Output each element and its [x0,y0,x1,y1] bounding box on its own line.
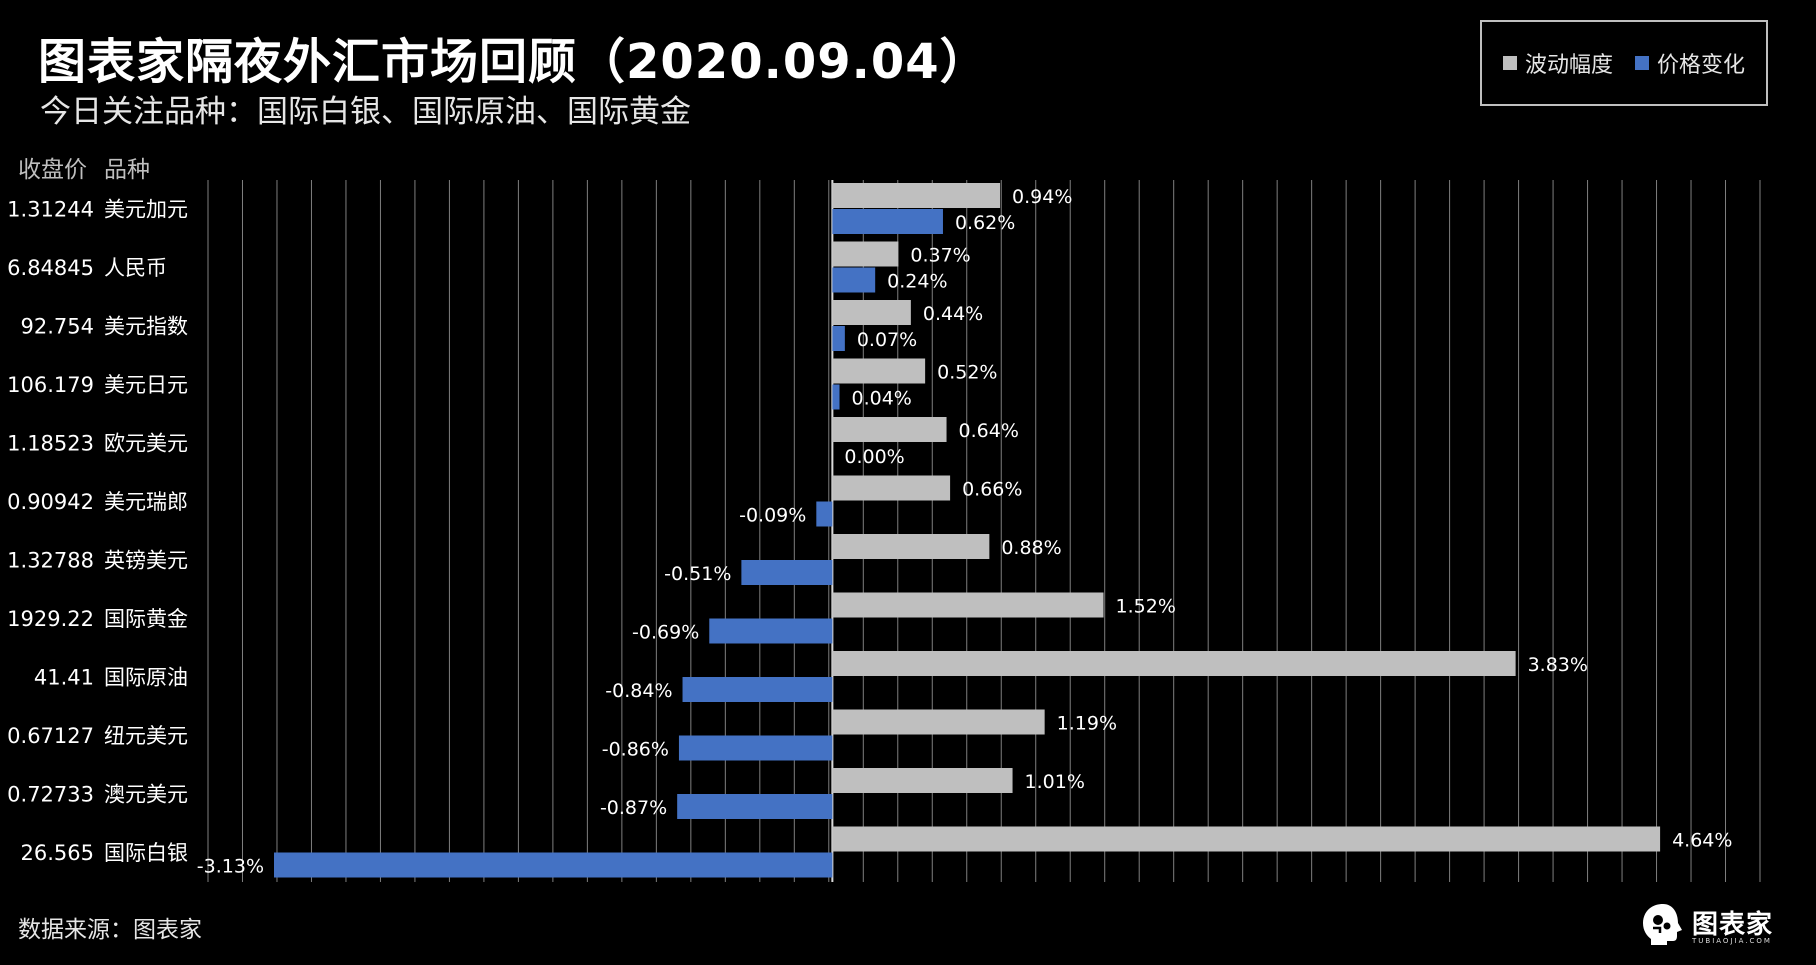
category-label: 欧元美元 [104,431,188,455]
range-bar [832,651,1516,676]
change-bar [832,267,876,293]
brain-head-icon [1643,904,1682,945]
range-value-label: 0.64% [959,420,1019,442]
change-value-label: -0.69% [632,622,699,644]
range-bar [832,358,926,384]
category-label: 人民币 [104,256,167,280]
category-label: 国际黄金 [104,607,188,631]
header-price: 收盘价 [18,157,87,183]
range-value-label: 1.01% [1025,771,1085,793]
change-value-label: -0.84% [605,680,672,702]
change-value-label: -0.09% [739,505,806,527]
close-price-label: 0.72733 [7,782,94,806]
change-value-label: 0.62% [955,212,1015,234]
range-bar [832,241,899,267]
change-bar [832,384,840,410]
range-bar [832,826,1661,852]
category-label: 国际白银 [104,841,188,865]
legend-label-range: 波动幅度 [1524,53,1613,78]
legend-swatch-range [1502,56,1517,70]
legend: 波动幅度 价格变化 [1480,20,1768,106]
change-bar [678,735,833,761]
header-name: 品种 [104,157,150,183]
range-value-label: 4.64% [1672,830,1732,852]
range-value-label: 0.44% [923,303,983,325]
legend-swatch-change [1635,56,1649,70]
close-price-label: 106.179 [7,373,94,397]
data-source: 数据来源：图表家 [18,917,202,943]
range-bar [832,183,1001,208]
logo-wordmark: 图表家 TUBIAOJIA.COM [1692,904,1773,945]
change-bar [832,209,943,234]
range-value-label: 0.88% [1001,537,1061,559]
legend-item-range: 波动幅度 [1502,47,1613,79]
logo-text: 图表家 [1692,909,1774,940]
close-price-label: 0.67127 [7,724,94,748]
range-value-label: 0.94% [1012,186,1072,208]
range-value-label: 1.19% [1057,713,1117,735]
change-bar [741,560,833,585]
logo-subtext: TUBIAOJIA.COM [1692,936,1772,945]
close-price-label: 0.90942 [7,490,94,514]
change-bar [682,677,833,702]
category-label: 纽元美元 [104,724,188,748]
range-bar [832,475,951,501]
range-value-label: 1.52% [1116,596,1176,618]
change-value-label: 0.07% [857,329,917,351]
category-label: 英镑美元 [104,548,188,572]
chart-title: 图表家隔夜外汇市场回顾（2020.09.04） [38,34,989,90]
category-label: 美元日元 [104,373,188,397]
brand-logo: 图表家 TUBIAOJIA.COM [1640,902,1773,946]
change-bar [677,794,833,819]
category-label: 美元加元 [104,197,188,221]
range-value-label: 0.66% [962,479,1022,501]
range-value-label: 3.83% [1528,654,1588,676]
close-price-label: 1929.22 [7,607,94,631]
range-value-label: 0.52% [937,362,997,384]
category-label: 美元指数 [104,314,188,338]
range-bar [832,417,947,442]
range-bar [832,534,990,559]
close-price-label: 1.31244 [7,197,94,221]
close-price-label: 1.32788 [7,548,94,572]
range-value-label: 0.37% [910,245,970,267]
range-bar [832,592,1104,618]
range-bar [832,300,911,325]
close-price-label: 26.565 [21,841,94,865]
close-price-label: 1.18523 [7,431,94,455]
close-price-label: 41.41 [34,665,94,689]
change-value-label: 0.00% [844,446,904,468]
close-price-label: 92.754 [21,314,94,338]
change-bar [709,618,833,644]
close-price-label: 6.84845 [7,256,94,280]
change-bar [832,326,845,351]
range-bar [832,768,1013,793]
legend-item-change: 价格变化 [1635,47,1745,79]
change-value-label: -3.13% [197,856,264,878]
category-label: 澳元美元 [104,782,188,806]
change-value-label: -0.87% [600,797,667,819]
chart-subtitle: 今日关注品种：国际白银、国际原油、国际黄金 [40,94,691,130]
range-bar [832,709,1045,735]
legend-label-change: 价格变化 [1657,53,1746,78]
change-value-label: -0.86% [602,739,669,761]
change-bar [816,501,833,527]
change-value-label: -0.51% [664,563,731,585]
category-label: 国际原油 [104,665,188,689]
category-label: 美元瑞郎 [104,490,188,514]
change-value-label: 0.04% [852,388,912,410]
change-value-label: 0.24% [887,271,947,293]
change-bar [274,852,833,878]
